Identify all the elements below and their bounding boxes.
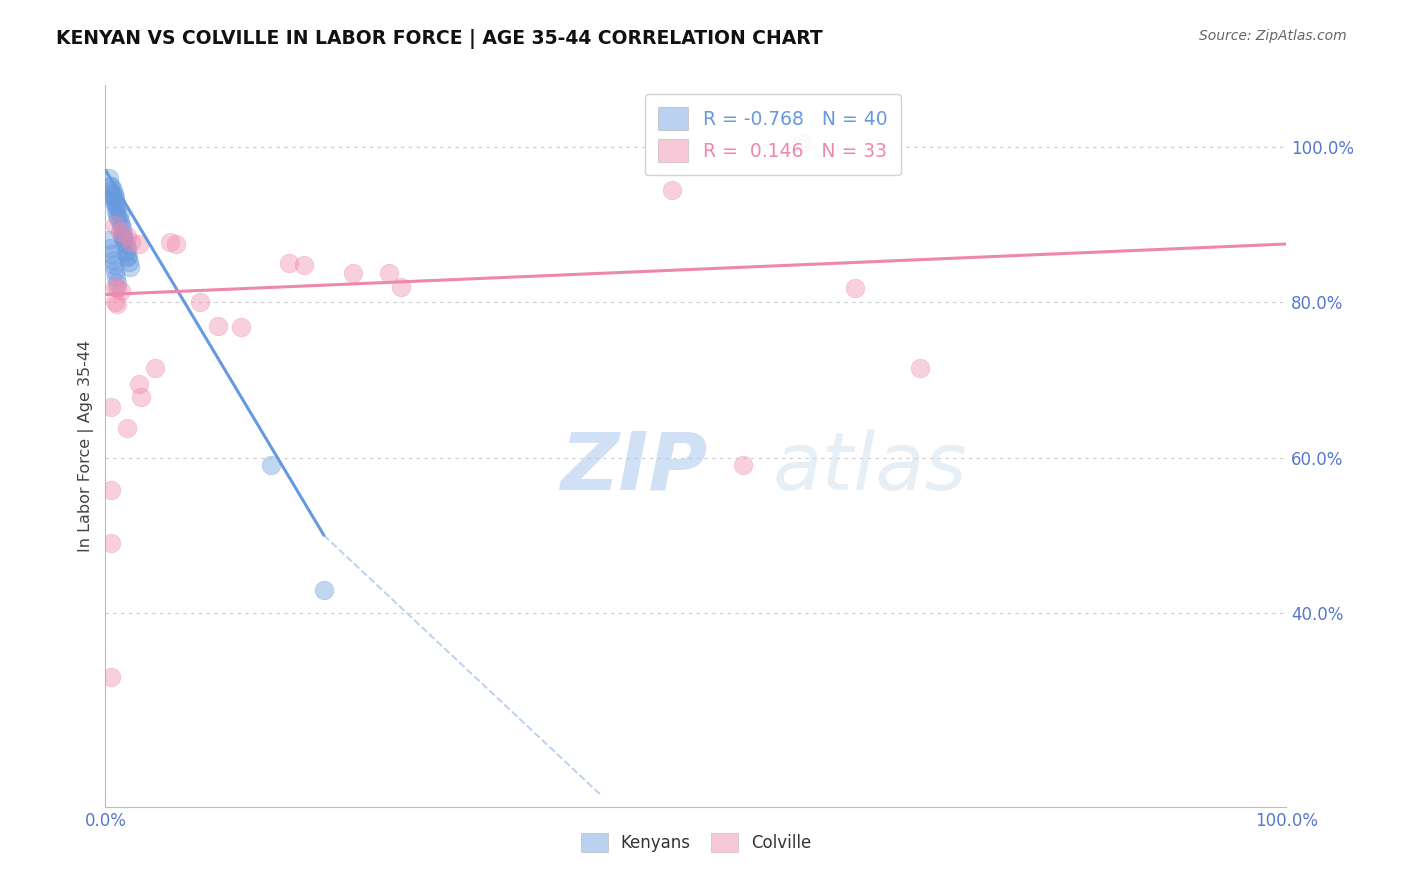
Point	[231, 320, 253, 334]
Point	[112, 227, 135, 241]
Point	[312, 582, 335, 597]
Point	[165, 237, 187, 252]
Text: Source: ZipAtlas.com: Source: ZipAtlas.com	[1199, 29, 1347, 44]
Point	[114, 244, 136, 259]
Point	[128, 237, 150, 252]
Point	[117, 249, 139, 263]
Point	[98, 233, 121, 247]
Point	[101, 252, 124, 267]
Point	[110, 218, 132, 232]
Point	[159, 235, 181, 249]
Point	[107, 211, 129, 226]
Point	[103, 258, 125, 272]
Point	[105, 201, 128, 215]
Point	[100, 670, 122, 684]
Point	[105, 208, 128, 222]
Point	[292, 258, 315, 272]
Point	[114, 237, 136, 252]
Y-axis label: In Labor Force | Age 35-44: In Labor Force | Age 35-44	[79, 340, 94, 552]
Point	[910, 361, 932, 376]
Point	[103, 194, 125, 209]
Point	[98, 241, 121, 255]
Point	[112, 235, 135, 249]
Text: ZIP: ZIP	[560, 429, 707, 507]
Point	[277, 256, 299, 270]
Text: atlas: atlas	[773, 429, 967, 507]
Point	[101, 190, 124, 204]
Point	[100, 178, 122, 193]
Point	[844, 281, 866, 295]
Point	[207, 318, 229, 333]
Point	[111, 229, 134, 244]
Point	[110, 284, 132, 298]
Point	[378, 266, 401, 280]
Point	[115, 250, 138, 264]
Point	[100, 536, 122, 550]
Point	[104, 190, 127, 204]
Point	[342, 266, 364, 280]
Point	[104, 279, 127, 293]
Point	[98, 171, 121, 186]
Point	[733, 458, 755, 473]
Point	[111, 221, 134, 235]
Point	[104, 218, 127, 232]
Point	[105, 203, 128, 218]
Point	[389, 279, 412, 293]
Point	[792, 136, 814, 150]
Point	[115, 243, 138, 257]
Point	[108, 206, 131, 220]
Point	[105, 297, 128, 311]
Point	[115, 421, 138, 435]
Point	[128, 376, 150, 391]
Point	[100, 186, 122, 201]
Point	[103, 186, 125, 201]
Point	[104, 295, 127, 310]
Point	[105, 270, 128, 285]
Point	[118, 255, 141, 269]
Point	[129, 390, 152, 404]
Point	[100, 400, 122, 414]
Point	[115, 229, 138, 244]
Point	[108, 213, 131, 227]
Point	[112, 231, 135, 245]
Point	[104, 264, 127, 278]
Point	[98, 178, 121, 193]
Point	[100, 483, 122, 498]
Point	[104, 198, 127, 212]
Point	[188, 295, 211, 310]
Point	[105, 281, 128, 295]
Point	[105, 276, 128, 290]
Text: KENYAN VS COLVILLE IN LABOR FORCE | AGE 35-44 CORRELATION CHART: KENYAN VS COLVILLE IN LABOR FORCE | AGE …	[56, 29, 823, 49]
Point	[260, 458, 283, 473]
Point	[661, 183, 683, 197]
Point	[101, 183, 124, 197]
Point	[143, 361, 166, 376]
Point	[108, 225, 131, 239]
Point	[120, 260, 142, 275]
Point	[120, 235, 142, 249]
Legend: Kenyans, Colville: Kenyans, Colville	[572, 824, 820, 861]
Point	[105, 195, 128, 210]
Point	[100, 247, 122, 261]
